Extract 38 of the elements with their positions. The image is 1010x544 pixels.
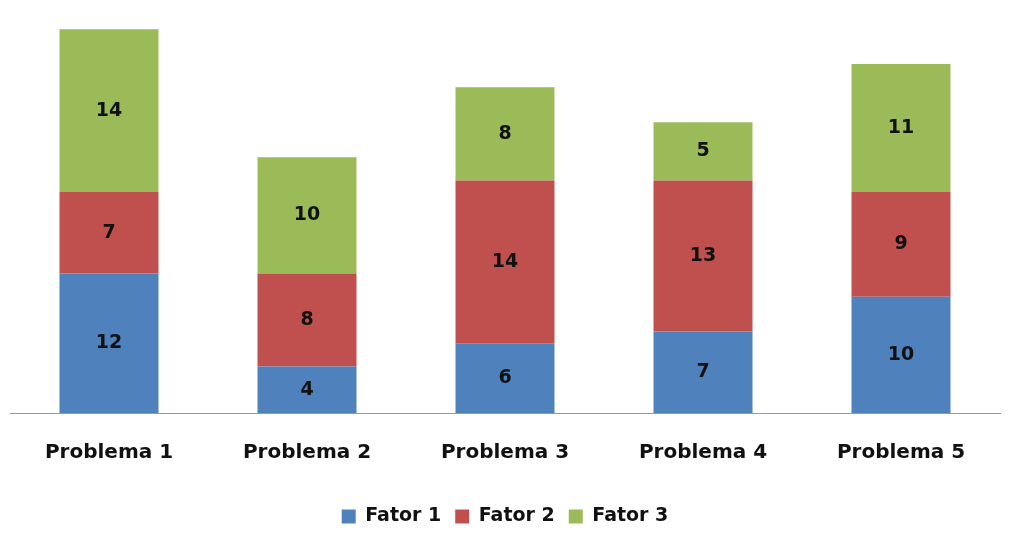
bar: [653, 122, 753, 181]
x-tick-label: Problema 2: [242, 439, 372, 464]
bar: [851, 64, 951, 193]
x-tick-label: Problema 3: [440, 439, 570, 464]
data-label: 6: [498, 365, 512, 388]
data-label: 8: [498, 120, 512, 143]
data-label: 7: [696, 359, 710, 382]
bar: [455, 87, 555, 181]
data-label: 14: [491, 248, 519, 271]
data-label: 9: [894, 231, 908, 254]
bar: [257, 157, 357, 274]
bar: [257, 366, 357, 413]
legend-label: Fator 2: [478, 503, 555, 526]
bar: [455, 180, 555, 344]
bar: [59, 192, 159, 274]
data-label: 10: [293, 202, 321, 225]
bar: [851, 296, 951, 413]
bar: [653, 180, 753, 332]
x-tick-label: Problema 4: [638, 439, 768, 464]
data-label: 10: [887, 341, 915, 364]
legend-label: Fator 3: [592, 503, 669, 526]
bar: [59, 273, 159, 413]
data-label: 7: [102, 219, 116, 242]
data-label: 13: [689, 242, 717, 265]
data-label: 11: [887, 114, 915, 137]
bar: [59, 29, 159, 193]
bar: [851, 192, 951, 297]
data-label: 4: [300, 376, 314, 399]
data-label: 8: [300, 306, 314, 329]
legend-label: Fator 1: [365, 503, 442, 526]
bar: [455, 343, 555, 413]
bar: [653, 331, 753, 413]
x-tick-label: Problema 5: [836, 439, 966, 464]
data-label: 14: [95, 97, 123, 120]
bar: [257, 273, 357, 367]
data-label: 12: [95, 330, 123, 353]
x-tick-label: Problema 1: [44, 439, 174, 464]
data-label: 5: [696, 138, 710, 161]
